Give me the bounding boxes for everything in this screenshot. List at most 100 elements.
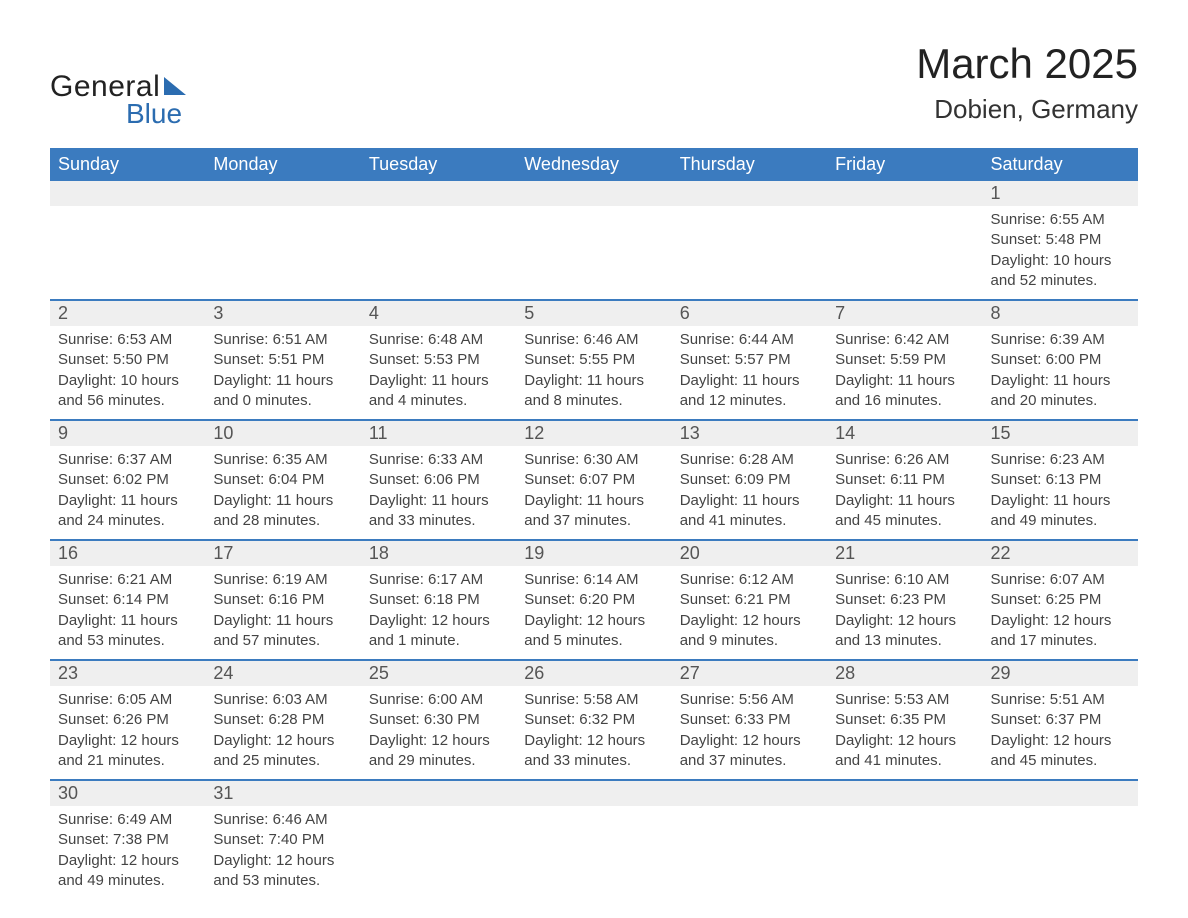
day-number: 17 <box>205 541 360 566</box>
day-number: 15 <box>983 421 1138 446</box>
day-body: Sunrise: 6:17 AMSunset: 6:18 PMDaylight:… <box>361 566 516 659</box>
day-number: 9 <box>50 421 205 446</box>
day-number: 24 <box>205 661 360 686</box>
calendar-day-cell: 6Sunrise: 6:44 AMSunset: 5:57 PMDaylight… <box>672 300 827 420</box>
sunset-line: Sunset: 6:35 PM <box>835 710 974 730</box>
calendar-day-cell: 29Sunrise: 5:51 AMSunset: 6:37 PMDayligh… <box>983 660 1138 780</box>
daylight-line: Daylight: 11 hours and 20 minutes. <box>991 371 1130 412</box>
daylight-line: Daylight: 11 hours and 53 minutes. <box>58 611 197 652</box>
day-body: Sunrise: 6:28 AMSunset: 6:09 PMDaylight:… <box>672 446 827 539</box>
calendar-day-cell: 21Sunrise: 6:10 AMSunset: 6:23 PMDayligh… <box>827 540 982 660</box>
calendar-day-cell <box>361 780 516 899</box>
day-body: Sunrise: 6:10 AMSunset: 6:23 PMDaylight:… <box>827 566 982 659</box>
day-number: 21 <box>827 541 982 566</box>
calendar-day-cell: 27Sunrise: 5:56 AMSunset: 6:33 PMDayligh… <box>672 660 827 780</box>
daylight-line: Daylight: 11 hours and 16 minutes. <box>835 371 974 412</box>
calendar-day-cell <box>827 780 982 899</box>
sunset-line: Sunset: 6:00 PM <box>991 350 1130 370</box>
day-body <box>827 206 982 276</box>
sunrise-line: Sunrise: 6:44 AM <box>680 330 819 350</box>
day-number: 30 <box>50 781 205 806</box>
day-body: Sunrise: 6:05 AMSunset: 6:26 PMDaylight:… <box>50 686 205 779</box>
sunset-line: Sunset: 5:48 PM <box>991 230 1130 250</box>
day-number <box>827 181 982 206</box>
sunrise-line: Sunrise: 6:00 AM <box>369 690 508 710</box>
sunset-line: Sunset: 7:38 PM <box>58 830 197 850</box>
weekday-header: Saturday <box>983 148 1138 181</box>
page-title: March 2025 <box>916 40 1138 88</box>
logo-triangle-icon <box>164 77 186 95</box>
day-number <box>672 781 827 806</box>
sunrise-line: Sunrise: 6:03 AM <box>213 690 352 710</box>
day-body <box>672 806 827 876</box>
calendar-table: Sunday Monday Tuesday Wednesday Thursday… <box>50 148 1138 899</box>
calendar-day-cell <box>516 181 671 300</box>
sunrise-line: Sunrise: 6:33 AM <box>369 450 508 470</box>
day-number: 16 <box>50 541 205 566</box>
sunrise-line: Sunrise: 5:58 AM <box>524 690 663 710</box>
sunrise-line: Sunrise: 6:12 AM <box>680 570 819 590</box>
daylight-line: Daylight: 11 hours and 0 minutes. <box>213 371 352 412</box>
calendar-day-cell <box>516 780 671 899</box>
sunrise-line: Sunrise: 6:26 AM <box>835 450 974 470</box>
daylight-line: Daylight: 12 hours and 5 minutes. <box>524 611 663 652</box>
sunset-line: Sunset: 5:50 PM <box>58 350 197 370</box>
daylight-line: Daylight: 12 hours and 25 minutes. <box>213 731 352 772</box>
day-number: 14 <box>827 421 982 446</box>
calendar-day-cell: 7Sunrise: 6:42 AMSunset: 5:59 PMDaylight… <box>827 300 982 420</box>
calendar-day-cell: 5Sunrise: 6:46 AMSunset: 5:55 PMDaylight… <box>516 300 671 420</box>
sunset-line: Sunset: 5:57 PM <box>680 350 819 370</box>
daylight-line: Daylight: 11 hours and 8 minutes. <box>524 371 663 412</box>
sunrise-line: Sunrise: 6:51 AM <box>213 330 352 350</box>
sunrise-line: Sunrise: 6:30 AM <box>524 450 663 470</box>
sunset-line: Sunset: 6:20 PM <box>524 590 663 610</box>
day-number: 11 <box>361 421 516 446</box>
day-number <box>50 181 205 206</box>
sunset-line: Sunset: 6:04 PM <box>213 470 352 490</box>
day-number <box>827 781 982 806</box>
daylight-line: Daylight: 11 hours and 24 minutes. <box>58 491 197 532</box>
weekday-header-row: Sunday Monday Tuesday Wednesday Thursday… <box>50 148 1138 181</box>
day-number: 6 <box>672 301 827 326</box>
sunset-line: Sunset: 7:40 PM <box>213 830 352 850</box>
sunrise-line: Sunrise: 6:28 AM <box>680 450 819 470</box>
day-body: Sunrise: 6:55 AMSunset: 5:48 PMDaylight:… <box>983 206 1138 299</box>
sunset-line: Sunset: 5:53 PM <box>369 350 508 370</box>
sunrise-line: Sunrise: 6:17 AM <box>369 570 508 590</box>
day-body: Sunrise: 6:46 AMSunset: 5:55 PMDaylight:… <box>516 326 671 419</box>
day-number: 27 <box>672 661 827 686</box>
sunrise-line: Sunrise: 5:51 AM <box>991 690 1130 710</box>
sunset-line: Sunset: 6:02 PM <box>58 470 197 490</box>
calendar-day-cell: 22Sunrise: 6:07 AMSunset: 6:25 PMDayligh… <box>983 540 1138 660</box>
calendar-day-cell: 31Sunrise: 6:46 AMSunset: 7:40 PMDayligh… <box>205 780 360 899</box>
daylight-line: Daylight: 11 hours and 37 minutes. <box>524 491 663 532</box>
calendar-day-cell: 25Sunrise: 6:00 AMSunset: 6:30 PMDayligh… <box>361 660 516 780</box>
calendar-day-cell: 17Sunrise: 6:19 AMSunset: 6:16 PMDayligh… <box>205 540 360 660</box>
calendar-week-row: 16Sunrise: 6:21 AMSunset: 6:14 PMDayligh… <box>50 540 1138 660</box>
day-number: 25 <box>361 661 516 686</box>
daylight-line: Daylight: 11 hours and 4 minutes. <box>369 371 508 412</box>
day-number: 5 <box>516 301 671 326</box>
calendar-day-cell: 20Sunrise: 6:12 AMSunset: 6:21 PMDayligh… <box>672 540 827 660</box>
calendar-day-cell: 23Sunrise: 6:05 AMSunset: 6:26 PMDayligh… <box>50 660 205 780</box>
day-number: 26 <box>516 661 671 686</box>
calendar-day-cell: 1Sunrise: 6:55 AMSunset: 5:48 PMDaylight… <box>983 181 1138 300</box>
day-body: Sunrise: 6:03 AMSunset: 6:28 PMDaylight:… <box>205 686 360 779</box>
calendar-week-row: 9Sunrise: 6:37 AMSunset: 6:02 PMDaylight… <box>50 420 1138 540</box>
day-number: 23 <box>50 661 205 686</box>
calendar-week-row: 23Sunrise: 6:05 AMSunset: 6:26 PMDayligh… <box>50 660 1138 780</box>
calendar-day-cell <box>983 780 1138 899</box>
daylight-line: Daylight: 11 hours and 57 minutes. <box>213 611 352 652</box>
sunset-line: Sunset: 6:09 PM <box>680 470 819 490</box>
daylight-line: Daylight: 10 hours and 56 minutes. <box>58 371 197 412</box>
sunrise-line: Sunrise: 6:49 AM <box>58 810 197 830</box>
day-body <box>827 806 982 876</box>
daylight-line: Daylight: 12 hours and 45 minutes. <box>991 731 1130 772</box>
day-body: Sunrise: 5:58 AMSunset: 6:32 PMDaylight:… <box>516 686 671 779</box>
daylight-line: Daylight: 12 hours and 41 minutes. <box>835 731 974 772</box>
daylight-line: Daylight: 11 hours and 41 minutes. <box>680 491 819 532</box>
day-body: Sunrise: 6:00 AMSunset: 6:30 PMDaylight:… <box>361 686 516 779</box>
sunset-line: Sunset: 6:21 PM <box>680 590 819 610</box>
weekday-header: Friday <box>827 148 982 181</box>
weekday-header: Sunday <box>50 148 205 181</box>
